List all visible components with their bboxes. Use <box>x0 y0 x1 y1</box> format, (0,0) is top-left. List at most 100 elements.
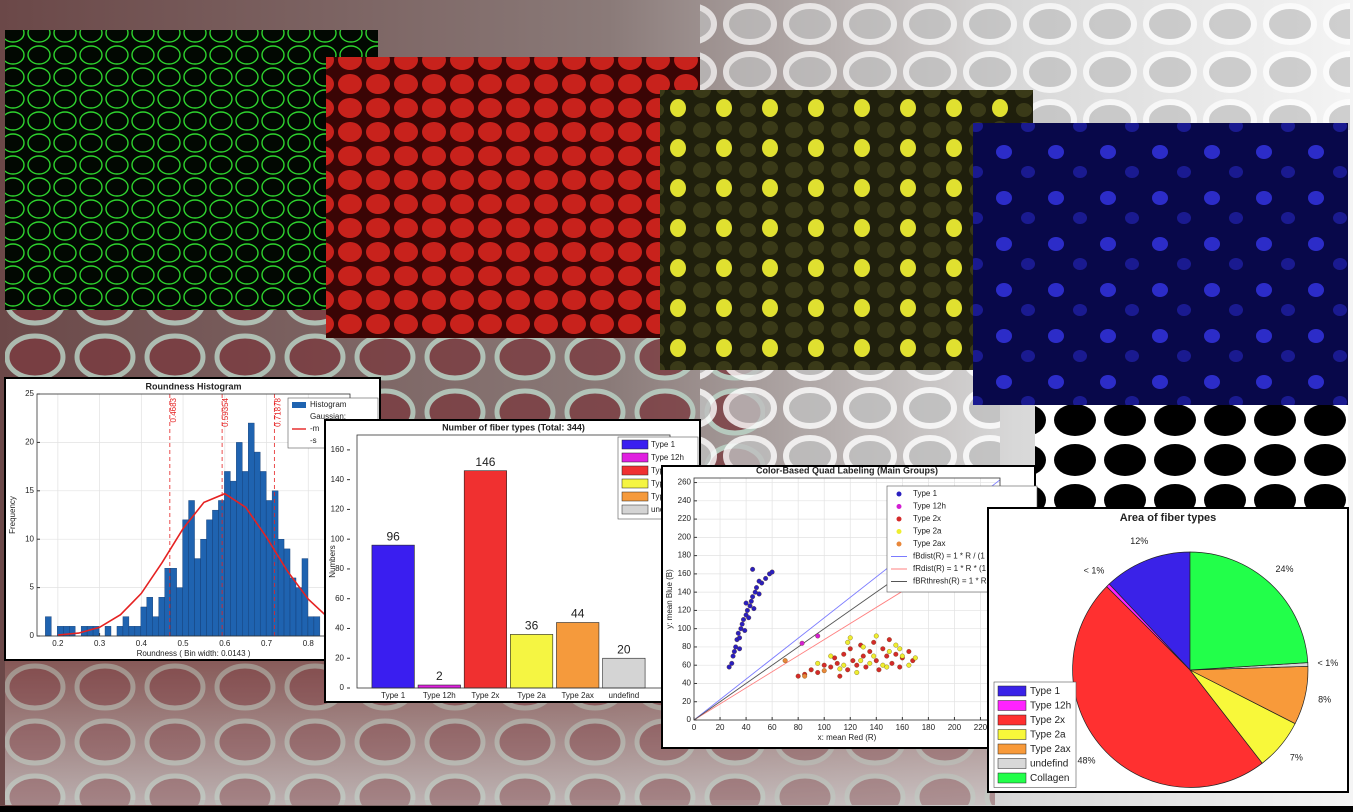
data-point <box>769 569 775 575</box>
y-tick-label: 0 <box>340 683 345 692</box>
histogram-bar <box>283 548 291 637</box>
data-point <box>763 576 769 581</box>
legend-swatch <box>997 714 1027 726</box>
data-point <box>756 591 762 597</box>
bar <box>417 684 461 689</box>
legend-label: Type 2ax <box>913 539 945 548</box>
legend-label: Type 1 <box>651 440 676 449</box>
y-tick-label: 25 <box>25 389 34 398</box>
histogram-bar <box>271 490 279 637</box>
data-point <box>735 630 741 636</box>
y-tick-label: 60 <box>682 660 691 669</box>
legend-label: Histogram <box>310 400 347 409</box>
data-point <box>897 664 903 670</box>
data-point <box>886 649 892 654</box>
data-point <box>858 658 864 664</box>
data-point <box>912 655 918 661</box>
histogram-bar <box>248 422 255 637</box>
data-point <box>748 598 754 604</box>
data-point <box>873 633 879 639</box>
data-point <box>754 585 759 591</box>
data-point <box>750 594 756 600</box>
x-tick-label: 80 <box>794 723 803 732</box>
data-point <box>726 664 732 670</box>
data-point <box>876 667 882 673</box>
histogram-bar <box>206 519 213 637</box>
data-point <box>841 662 847 668</box>
data-point <box>893 642 899 648</box>
marker-label: 0.71878 <box>273 397 282 426</box>
legend-swatch <box>896 491 902 497</box>
chart-title: Number of fiber types (Total: 344) <box>442 422 585 432</box>
chart-panel: 0 5 10 15 20 25 0.2 0.3 0.4 0.5 0.6 0.7 0.8 0.4683 0.5… <box>4 377 381 661</box>
legend-swatch <box>896 529 902 534</box>
data-point <box>743 600 749 606</box>
y-tick-label: 120 <box>678 606 692 615</box>
data-point <box>893 651 899 657</box>
x-tick-label: 100 <box>818 723 832 732</box>
data-point <box>751 606 757 612</box>
y-tick-label: 140 <box>678 587 692 596</box>
bar <box>556 622 600 689</box>
binary-mid <box>700 370 1000 470</box>
histogram-bar <box>122 616 130 637</box>
legend-swatch <box>896 541 902 547</box>
value-label: 44 <box>571 607 585 621</box>
chart-panel: 0 20 40 60 80 100 120 140 160 96 Type 1 2 Type 12h 14… <box>324 419 701 703</box>
blue-image <box>973 123 1348 405</box>
y-tick-label: 10 <box>25 534 34 543</box>
chart-panel: Area of fiber types 12% < 1% 48% 7% 8% < 1% 24%… <box>987 507 1349 793</box>
value-label: 2 <box>436 669 443 683</box>
y-tick-label: 15 <box>25 486 34 495</box>
x-tick-label: 220 <box>974 723 988 732</box>
chart-title: Roundness Histogram <box>145 381 241 391</box>
data-point <box>821 668 827 674</box>
data-point <box>739 621 745 627</box>
legend-label: Type 2a <box>913 527 942 536</box>
legend-swatch <box>997 685 1027 697</box>
slice-label: < 1% <box>1084 565 1105 575</box>
histogram-bar <box>259 471 267 637</box>
histogram-bar <box>152 616 159 637</box>
data-point <box>863 664 869 670</box>
x-tick-label: Type 12h <box>423 691 456 700</box>
x-tick-label: 0.8 <box>303 639 315 648</box>
slice-label: 7% <box>1290 752 1303 762</box>
y-tick-label: 80 <box>682 642 691 651</box>
legend-label: -s <box>310 436 317 445</box>
data-point <box>744 607 750 613</box>
y-tick-label: 100 <box>678 624 692 633</box>
chart-title: Color-Based Quad Labeling (Main Groups) <box>756 465 938 475</box>
data-point <box>845 667 851 673</box>
pie-slice <box>1072 586 1263 788</box>
legend-swatch <box>896 516 902 522</box>
histogram-bar <box>194 558 201 637</box>
data-point <box>729 660 735 666</box>
histogram-bar <box>134 626 142 637</box>
slice-label: < 1% <box>1317 658 1338 668</box>
x-tick-label: Type 1 <box>381 691 406 700</box>
data-point <box>808 667 814 673</box>
y-tick-label: 140 <box>331 475 345 484</box>
histogram-bar <box>128 626 136 637</box>
legend-swatch <box>621 504 649 515</box>
legend-label: fRdist(R) = 1 * R * (1 <box>913 564 987 573</box>
bar <box>463 470 507 689</box>
legend-label: Collagen <box>1030 773 1069 784</box>
x-tick-label: 40 <box>742 723 751 732</box>
data-point <box>841 651 847 657</box>
legend-label: Type 12h <box>651 453 684 462</box>
y-tick-label: 40 <box>682 679 691 688</box>
data-point <box>821 662 827 668</box>
legend-swatch <box>621 439 649 450</box>
legend-swatch <box>621 491 649 502</box>
y-tick-label: 0 <box>687 715 692 724</box>
yellow-image <box>660 90 1033 370</box>
data-point <box>880 646 886 652</box>
slice-label: 48% <box>1077 756 1095 766</box>
x-tick-label: 180 <box>922 723 936 732</box>
histogram-bar <box>254 451 261 637</box>
histogram-bar <box>265 500 273 637</box>
gaussian-curve <box>57 492 330 636</box>
